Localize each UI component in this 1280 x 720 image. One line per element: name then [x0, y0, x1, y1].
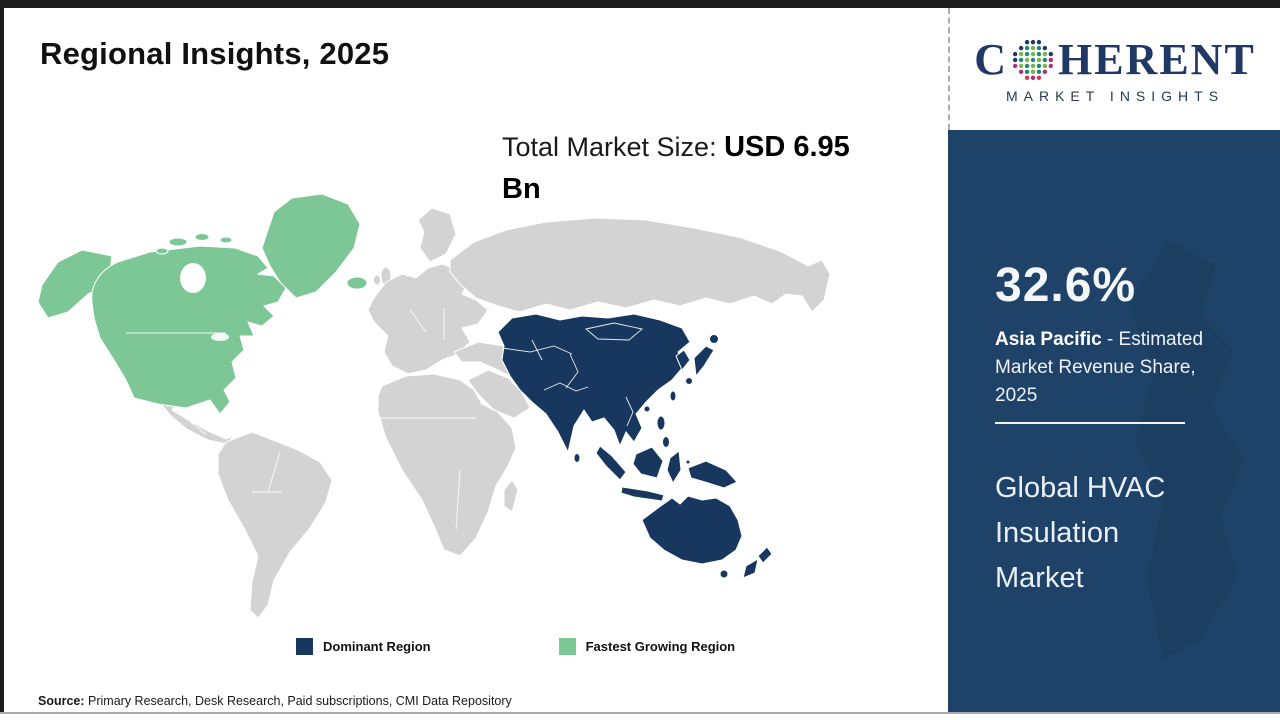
fastest-growing-region-swatch	[558, 638, 576, 655]
map-legend: Dominant Region Fastest Growing Region	[296, 638, 735, 655]
market-share-value: 32.6%	[995, 259, 1137, 312]
brand-logo: C HERENT MARKET INSIGHTS	[948, 8, 1280, 130]
frame-left-border	[0, 0, 4, 713]
total-market-size-value: USD 6.95 Bn	[502, 131, 850, 206]
region-north-america	[37, 193, 368, 415]
market-share-description: Asia Pacific - Estimated Market Revenue …	[995, 326, 1233, 410]
logo-wordmark: C HERENT	[974, 35, 1256, 85]
total-market-size-label: Total Market Size:	[502, 132, 725, 162]
legend-label: Fastest Growing Region	[585, 639, 736, 654]
world-map-svg	[37, 193, 831, 619]
source-text: Primary Research, Desk Research, Paid su…	[84, 694, 512, 708]
dotted-globe-icon	[1012, 39, 1053, 80]
page-title: Regional Insights, 2025	[40, 36, 390, 71]
share-region-name: Asia Pacific	[995, 329, 1102, 350]
legend-item-dominant: Dominant Region	[296, 638, 431, 655]
legend-label: Dominant Region	[323, 639, 431, 654]
logo-letter-c: C	[974, 34, 1008, 84]
region-asia-pacific	[497, 313, 773, 579]
region-rest-of-world	[157, 207, 831, 619]
total-market-size: Total Market Size: USD 6.95 Bn	[502, 126, 892, 210]
source-note: Source: Primary Research, Desk Research,…	[38, 694, 512, 708]
share-desc-text: - Estimated Market Revenue Share, 2025	[995, 329, 1204, 406]
frame-bottom-border	[0, 712, 1280, 714]
source-label: Source:	[38, 694, 85, 708]
world-map	[30, 190, 940, 630]
frame-top-border	[0, 0, 1280, 8]
market-name: Global HVAC Insulation Market	[995, 472, 1166, 594]
stats-sidebar: 32.6% Asia Pacific - Estimated Market Re…	[948, 130, 1280, 712]
legend-item-fastest-growing: Fastest Growing Region	[558, 638, 736, 655]
logo-word-herent: HERENT	[1057, 34, 1256, 84]
sidebar-divider	[995, 422, 1185, 424]
logo-subtitle: MARKET INSIGHTS	[1005, 87, 1225, 104]
dominant-region-swatch	[296, 638, 313, 655]
